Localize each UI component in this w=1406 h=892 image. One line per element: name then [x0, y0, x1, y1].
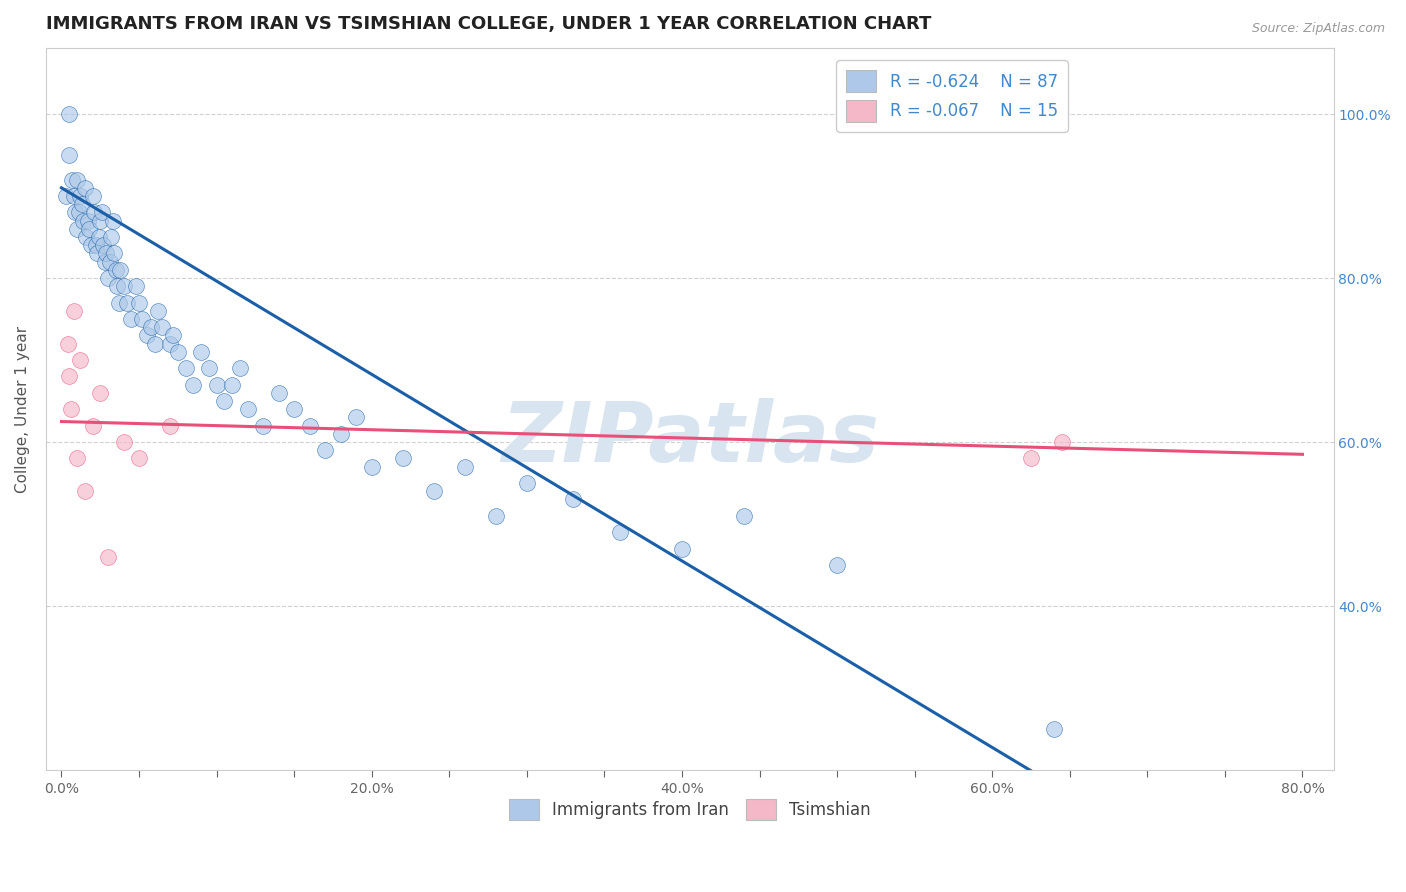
Point	[391, 451, 413, 466]
Point	[454, 459, 477, 474]
Point	[82, 189, 104, 203]
Point	[314, 443, 336, 458]
Point	[159, 336, 181, 351]
Point	[87, 230, 110, 244]
Point	[283, 402, 305, 417]
Point	[79, 222, 101, 236]
Point	[671, 541, 693, 556]
Point	[562, 492, 585, 507]
Point	[89, 213, 111, 227]
Point	[94, 254, 117, 268]
Point	[66, 172, 89, 186]
Point	[298, 418, 321, 433]
Point	[56, 336, 79, 351]
Point	[125, 279, 148, 293]
Point	[69, 353, 91, 368]
Point	[93, 238, 115, 252]
Legend: Immigrants from Iran, Tsimshian: Immigrants from Iran, Tsimshian	[502, 792, 877, 827]
Point	[66, 222, 89, 236]
Point	[143, 336, 166, 351]
Point	[58, 107, 80, 121]
Point	[252, 418, 274, 433]
Point	[609, 525, 631, 540]
Point	[100, 230, 122, 244]
Point	[166, 344, 188, 359]
Y-axis label: College, Under 1 year: College, Under 1 year	[15, 326, 30, 492]
Point	[112, 279, 135, 293]
Point	[329, 426, 352, 441]
Point	[105, 279, 128, 293]
Point	[1019, 451, 1042, 466]
Text: IMMIGRANTS FROM IRAN VS TSIMSHIAN COLLEGE, UNDER 1 YEAR CORRELATION CHART: IMMIGRANTS FROM IRAN VS TSIMSHIAN COLLEG…	[46, 15, 931, 33]
Point	[76, 213, 98, 227]
Point	[86, 246, 108, 260]
Point	[135, 328, 157, 343]
Point	[423, 484, 446, 499]
Point	[63, 189, 86, 203]
Point	[73, 484, 96, 499]
Point	[75, 230, 97, 244]
Point	[103, 246, 125, 260]
Point	[360, 459, 382, 474]
Point	[205, 377, 228, 392]
Point	[69, 189, 91, 203]
Point	[55, 189, 77, 203]
Point	[73, 181, 96, 195]
Point	[66, 451, 89, 466]
Point	[97, 271, 120, 285]
Point	[190, 344, 212, 359]
Point	[131, 312, 153, 326]
Point	[174, 361, 197, 376]
Point	[183, 377, 205, 392]
Point	[59, 402, 82, 417]
Point	[128, 295, 150, 310]
Point	[229, 361, 252, 376]
Point	[825, 558, 848, 572]
Point	[112, 435, 135, 450]
Text: ZIPatlas: ZIPatlas	[501, 398, 879, 479]
Point	[90, 205, 112, 219]
Point	[115, 295, 138, 310]
Point	[485, 508, 508, 523]
Point	[84, 238, 107, 252]
Point	[108, 295, 131, 310]
Point	[150, 320, 173, 334]
Point	[141, 320, 163, 334]
Point	[162, 328, 184, 343]
Point	[89, 385, 111, 400]
Point	[236, 402, 259, 417]
Point	[60, 172, 83, 186]
Point	[128, 451, 150, 466]
Point	[1050, 435, 1073, 450]
Point	[70, 197, 93, 211]
Point	[267, 385, 290, 400]
Point	[67, 205, 90, 219]
Point	[58, 148, 80, 162]
Point	[198, 361, 221, 376]
Point	[65, 205, 87, 219]
Point	[120, 312, 142, 326]
Point	[83, 205, 105, 219]
Point	[214, 394, 236, 409]
Point	[1043, 722, 1066, 736]
Point	[96, 246, 118, 260]
Point	[58, 369, 80, 384]
Point	[98, 254, 121, 268]
Point	[63, 303, 86, 318]
Text: Source: ZipAtlas.com: Source: ZipAtlas.com	[1251, 22, 1385, 36]
Point	[82, 418, 104, 433]
Point	[101, 213, 124, 227]
Point	[159, 418, 181, 433]
Point	[344, 410, 367, 425]
Point	[221, 377, 243, 392]
Point	[72, 213, 94, 227]
Point	[80, 238, 103, 252]
Point	[146, 303, 169, 318]
Point	[733, 508, 755, 523]
Point	[104, 263, 127, 277]
Point	[516, 475, 538, 490]
Point	[110, 263, 132, 277]
Point	[97, 549, 120, 564]
